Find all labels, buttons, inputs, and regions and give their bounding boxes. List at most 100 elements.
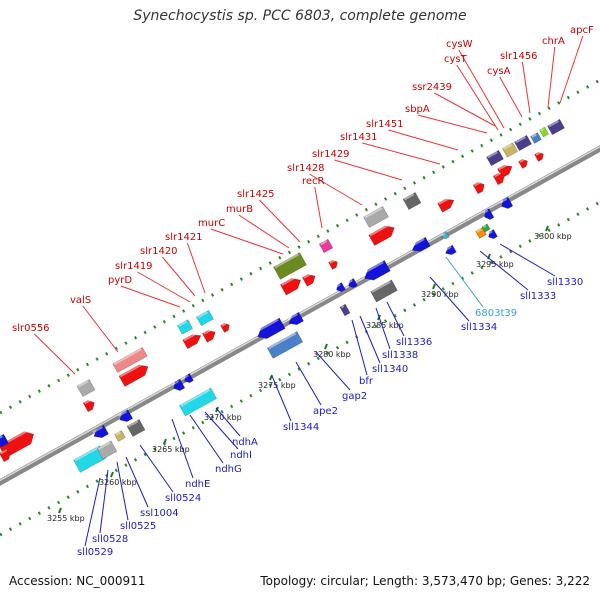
gene-feature[interactable] [182, 331, 204, 350]
gene-label-recR[interactable]: recR [302, 176, 325, 187]
gene-feature[interactable] [492, 171, 507, 186]
gene-label-slr0556[interactable]: slr0556 [12, 323, 50, 334]
gene-feature[interactable] [0, 448, 13, 463]
gene-feature[interactable] [339, 303, 351, 317]
gene-label-gap2[interactable]: gap2 [342, 391, 367, 402]
kbp-tick-label: 3275 kbp [258, 381, 296, 390]
gene-feature[interactable] [501, 142, 519, 158]
gene-feature[interactable] [514, 134, 532, 152]
gene-label-bfr[interactable]: bfr [359, 376, 374, 387]
gene-label-ndhE[interactable]: ndhE [185, 479, 210, 490]
gene-label-ape2[interactable]: ape2 [313, 406, 338, 417]
gene-feature[interactable] [201, 328, 217, 343]
gene-feature[interactable] [318, 238, 334, 254]
gene-feature[interactable] [370, 279, 398, 303]
gene-label-sll0529[interactable]: sll0529 [77, 547, 113, 558]
gene-label-chrA[interactable]: chrA [542, 36, 565, 47]
gene-feature[interactable] [487, 229, 498, 241]
gene-feature[interactable] [196, 309, 214, 327]
gene-feature[interactable] [363, 206, 389, 228]
gene-label-sll1340[interactable]: sll1340 [372, 364, 408, 375]
gene-label-pyrD[interactable]: pyrD [108, 275, 132, 286]
gene-label-ndhG[interactable]: ndhG [215, 464, 242, 475]
gene-feature[interactable] [441, 231, 450, 240]
gene-label-apcF[interactable]: apcF [570, 25, 594, 36]
gene-label-sll0528[interactable]: sll0528 [92, 534, 128, 545]
gene-feature[interactable] [91, 424, 109, 441]
gene-label-cysW[interactable]: cysW [446, 39, 473, 50]
gene-feature[interactable] [534, 151, 546, 162]
gene-feature[interactable] [255, 317, 286, 342]
gene-feature[interactable] [118, 361, 151, 387]
label-leader-line [362, 142, 441, 165]
gene-feature[interactable] [82, 398, 97, 413]
gene-label-ssl1004[interactable]: ssl1004 [140, 508, 179, 519]
gene-feature[interactable] [286, 311, 304, 328]
gene-label-sll1336[interactable]: sll1336 [396, 337, 432, 348]
gene-feature[interactable] [530, 132, 542, 144]
gene-feature[interactable] [472, 180, 487, 195]
gene-feature[interactable] [73, 445, 107, 473]
gene-feature[interactable] [0, 433, 9, 450]
gene-feature[interactable] [481, 223, 491, 233]
gene-label-slr1451[interactable]: slr1451 [366, 119, 404, 130]
gene-feature[interactable] [114, 430, 126, 442]
gene-label-slr1425[interactable]: slr1425 [237, 189, 275, 200]
gene-label-slr1431[interactable]: slr1431 [340, 132, 378, 143]
gene-feature[interactable] [328, 259, 340, 270]
gene-label-sll1334[interactable]: sll1334 [461, 322, 497, 333]
gene-label-slr1428[interactable]: slr1428 [287, 163, 325, 174]
gene-label-sll1330[interactable]: sll1330 [547, 277, 583, 288]
gene-label-sll1344[interactable]: sll1344 [283, 422, 319, 433]
gene-label-sll1333[interactable]: sll1333 [520, 291, 556, 302]
gene-label-sll1338[interactable]: sll1338 [382, 350, 418, 361]
gene-label-cysA[interactable]: cysA [487, 66, 511, 77]
gene-label-sll0525[interactable]: sll0525 [120, 521, 156, 532]
gene-feature[interactable] [475, 227, 487, 239]
gene-feature[interactable] [486, 149, 504, 167]
gene-feature[interactable] [368, 222, 398, 246]
gene-feature[interactable] [273, 252, 307, 280]
gene-label-6803t39[interactable]: 6803t39 [475, 308, 517, 319]
gene-label-murC[interactable]: murC [198, 218, 225, 229]
label-leader-line [334, 159, 403, 181]
gene-feature[interactable] [76, 378, 96, 398]
gene-label-slr1419[interactable]: slr1419 [115, 261, 153, 272]
gene-feature[interactable] [183, 373, 194, 385]
gene-label-slr1456[interactable]: slr1456 [500, 51, 538, 62]
gene-label-sll0524[interactable]: sll0524 [165, 493, 201, 504]
gene-feature[interactable] [96, 440, 118, 460]
gene-label-cysT[interactable]: cysT [444, 54, 468, 65]
gene-feature[interactable] [301, 272, 317, 287]
gene-feature[interactable] [402, 191, 422, 211]
gene-feature[interactable] [482, 208, 495, 222]
gene-feature[interactable] [437, 196, 457, 213]
gene-label-ndhA[interactable]: ndhA [232, 437, 258, 448]
gene-feature[interactable] [279, 275, 303, 296]
gene-feature[interactable] [176, 319, 194, 335]
gene-label-slr1421[interactable]: slr1421 [165, 232, 203, 243]
gene-label-ssr2439[interactable]: ssr2439 [412, 82, 452, 93]
gene-label-murB[interactable]: murB [226, 204, 253, 215]
gene-feature[interactable] [518, 158, 530, 169]
gene-feature[interactable] [547, 118, 565, 136]
gene-feature[interactable] [266, 331, 304, 359]
gene-feature[interactable] [347, 278, 358, 290]
gene-label-sbpA[interactable]: sbpA [405, 104, 430, 115]
gene-feature[interactable] [171, 378, 186, 393]
gene-feature[interactable] [539, 126, 549, 138]
gene-feature[interactable] [112, 346, 148, 374]
gene-feature[interactable] [126, 418, 146, 438]
gene-feature[interactable] [178, 387, 218, 417]
gene-feature[interactable] [335, 282, 346, 294]
gene-label-ndhI[interactable]: ndhI [230, 450, 252, 461]
gene-feature[interactable] [410, 236, 431, 254]
gene-label-valS[interactable]: valS [70, 295, 91, 306]
gene-label-slr1429[interactable]: slr1429 [312, 149, 350, 160]
gene-feature[interactable] [444, 244, 457, 257]
gene-feature[interactable] [117, 409, 134, 425]
gene-label-slr1420[interactable]: slr1420 [140, 246, 178, 257]
gene-feature[interactable] [499, 196, 514, 211]
gene-feature[interactable] [362, 260, 391, 283]
gene-feature[interactable] [220, 322, 232, 333]
